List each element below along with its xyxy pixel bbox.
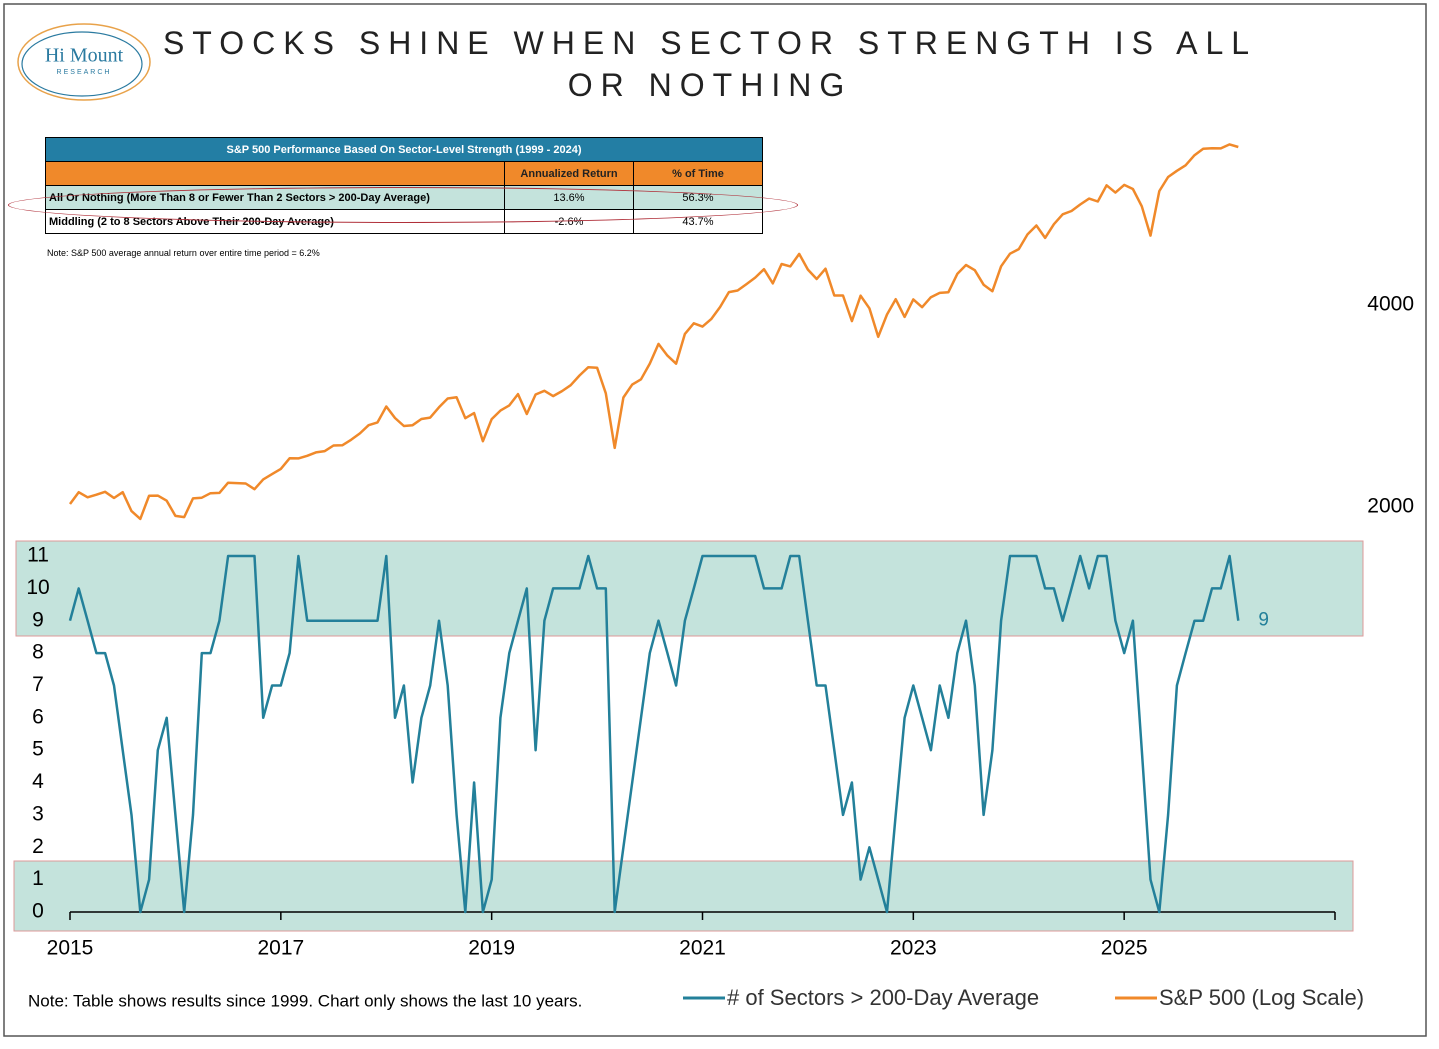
x-tick-label: 2015 (47, 937, 94, 960)
x-tick-label: 2019 (468, 937, 515, 960)
x-tick-label: 2023 (890, 937, 937, 960)
lower-band (13, 860, 1354, 932)
table-header: Annualized Return (504, 161, 634, 186)
y-tick-label: 11 (27, 544, 49, 567)
chart-note: Note: Table shows results since 1999. Ch… (28, 991, 582, 1010)
table-note: Note: S&P 500 average annual return over… (47, 248, 320, 258)
y-tick-label: 5 (32, 738, 44, 761)
legend-label: # of Sectors > 200-Day Average (727, 985, 1039, 1010)
y-tick-label: 8 (32, 641, 44, 664)
highlight-ring (8, 187, 798, 223)
logo-ring (17, 23, 151, 101)
y-tick-label: 7 (32, 673, 44, 696)
end-label: 9 (1258, 610, 1269, 631)
y-tick-label: 9 (32, 608, 44, 631)
logo-ring (21, 31, 143, 97)
x-tick-label: 2017 (257, 937, 304, 960)
table-header (45, 161, 505, 186)
y2-tick-label: 2000 (1367, 495, 1414, 518)
table-header: % of Time (633, 161, 763, 186)
x-tick-label: 2021 (679, 937, 726, 960)
y-tick-label: 4 (32, 770, 44, 793)
logo-sub: RESEARCH (57, 69, 112, 76)
y-tick-label: 10 (26, 576, 49, 599)
series-line (68, 143, 1239, 521)
x-tick-label: 2025 (1101, 937, 1148, 960)
y2-tick-label: 4000 (1367, 293, 1414, 316)
legend-label: S&P 500 (Log Scale) (1159, 985, 1364, 1010)
y-tick-label: 3 (32, 802, 44, 825)
logo-name: Hi Mount (45, 45, 124, 67)
y-tick-label: 1 (32, 867, 44, 890)
chart-title: STOCKS SHINE WHEN SECTOR STRENGTH IS ALL… (162, 25, 1258, 103)
series-line (68, 554, 1240, 914)
table-title: S&P 500 Performance Based On Sector-Leve… (45, 137, 763, 162)
y-tick-label: 0 (32, 900, 44, 923)
y-tick-label: 2 (32, 835, 44, 858)
y-tick-label: 6 (32, 705, 44, 728)
